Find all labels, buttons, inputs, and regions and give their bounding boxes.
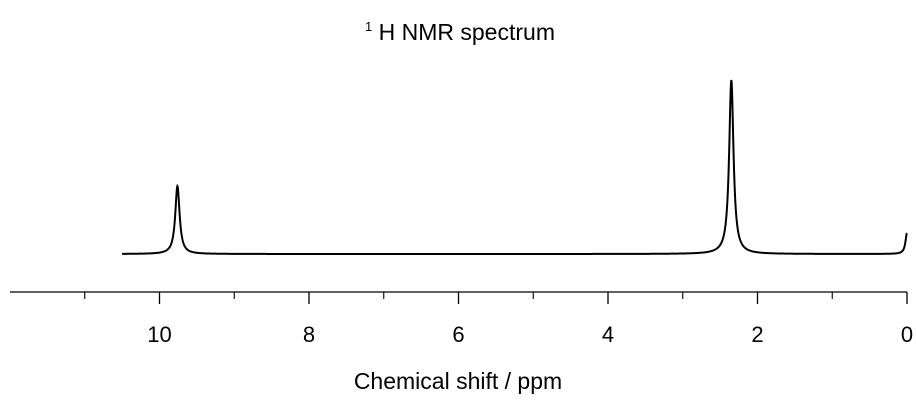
chart-title-main: H NMR spectrum bbox=[379, 19, 555, 45]
x-tick-label: 2 bbox=[751, 322, 763, 347]
x-tick-label: 0 bbox=[901, 322, 913, 347]
chart-title: 1 H NMR spectrum bbox=[365, 10, 555, 45]
x-axis-label: Chemical shift / ppm bbox=[354, 368, 562, 394]
x-tick-label: 8 bbox=[303, 322, 315, 347]
chart-title-superscript: 1 bbox=[365, 19, 372, 34]
x-ticks: 10 8 6 4 2 0 bbox=[84, 292, 913, 347]
x-tick-label: 10 bbox=[147, 322, 171, 347]
spectrum-layer bbox=[122, 79, 908, 255]
spectrum-line bbox=[122, 79, 908, 255]
x-tick-label: 6 bbox=[452, 322, 464, 347]
x-tick-label: 4 bbox=[602, 322, 614, 347]
